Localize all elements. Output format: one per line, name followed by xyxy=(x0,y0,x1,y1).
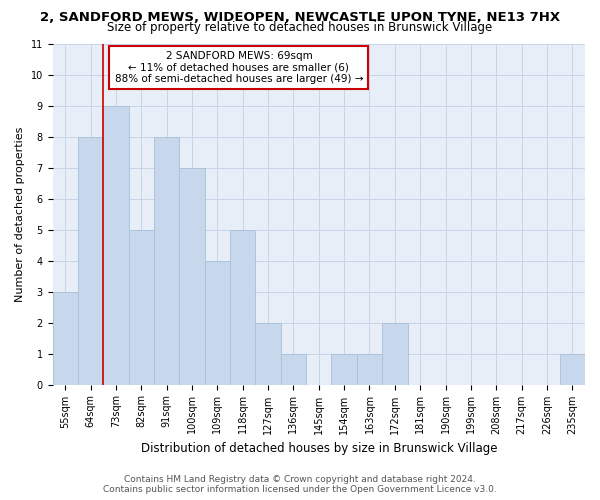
Bar xyxy=(154,137,179,384)
Bar xyxy=(281,354,306,384)
Bar xyxy=(78,137,103,384)
Bar xyxy=(53,292,78,384)
Bar xyxy=(357,354,382,384)
Bar xyxy=(256,322,281,384)
Text: Size of property relative to detached houses in Brunswick Village: Size of property relative to detached ho… xyxy=(107,21,493,34)
Bar xyxy=(382,322,407,384)
Bar xyxy=(560,354,585,384)
Bar xyxy=(103,106,128,384)
Text: Contains HM Land Registry data © Crown copyright and database right 2024.
Contai: Contains HM Land Registry data © Crown c… xyxy=(103,474,497,494)
Bar xyxy=(205,260,230,384)
Bar xyxy=(230,230,256,384)
Bar xyxy=(128,230,154,384)
Text: 2 SANDFORD MEWS: 69sqm
← 11% of detached houses are smaller (6)
88% of semi-deta: 2 SANDFORD MEWS: 69sqm ← 11% of detached… xyxy=(115,51,363,84)
Bar xyxy=(331,354,357,384)
Y-axis label: Number of detached properties: Number of detached properties xyxy=(15,126,25,302)
Text: 2, SANDFORD MEWS, WIDEOPEN, NEWCASTLE UPON TYNE, NE13 7HX: 2, SANDFORD MEWS, WIDEOPEN, NEWCASTLE UP… xyxy=(40,11,560,24)
X-axis label: Distribution of detached houses by size in Brunswick Village: Distribution of detached houses by size … xyxy=(140,442,497,455)
Bar xyxy=(179,168,205,384)
